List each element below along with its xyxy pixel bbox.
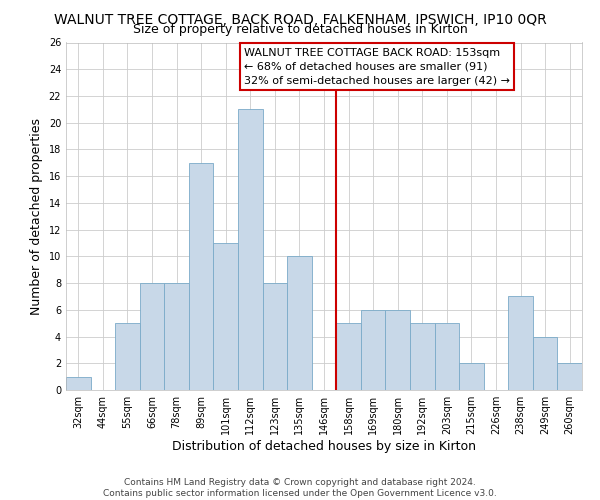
- Bar: [557, 364, 582, 390]
- Bar: [385, 310, 410, 390]
- Text: WALNUT TREE COTTAGE BACK ROAD: 153sqm
← 68% of detached houses are smaller (91)
: WALNUT TREE COTTAGE BACK ROAD: 153sqm ← …: [244, 48, 510, 86]
- Bar: [287, 256, 312, 390]
- Bar: [434, 323, 459, 390]
- Bar: [336, 323, 361, 390]
- Text: Size of property relative to detached houses in Kirton: Size of property relative to detached ho…: [133, 22, 467, 36]
- Bar: [410, 323, 434, 390]
- Bar: [66, 376, 91, 390]
- Bar: [164, 283, 189, 390]
- Bar: [263, 283, 287, 390]
- X-axis label: Distribution of detached houses by size in Kirton: Distribution of detached houses by size …: [172, 440, 476, 453]
- Bar: [361, 310, 385, 390]
- Bar: [508, 296, 533, 390]
- Text: Contains HM Land Registry data © Crown copyright and database right 2024.
Contai: Contains HM Land Registry data © Crown c…: [103, 478, 497, 498]
- Y-axis label: Number of detached properties: Number of detached properties: [30, 118, 43, 315]
- Bar: [533, 336, 557, 390]
- Bar: [140, 283, 164, 390]
- Bar: [115, 323, 140, 390]
- Bar: [459, 364, 484, 390]
- Text: WALNUT TREE COTTAGE, BACK ROAD, FALKENHAM, IPSWICH, IP10 0QR: WALNUT TREE COTTAGE, BACK ROAD, FALKENHA…: [53, 12, 547, 26]
- Bar: [238, 110, 263, 390]
- Bar: [214, 243, 238, 390]
- Bar: [189, 163, 214, 390]
